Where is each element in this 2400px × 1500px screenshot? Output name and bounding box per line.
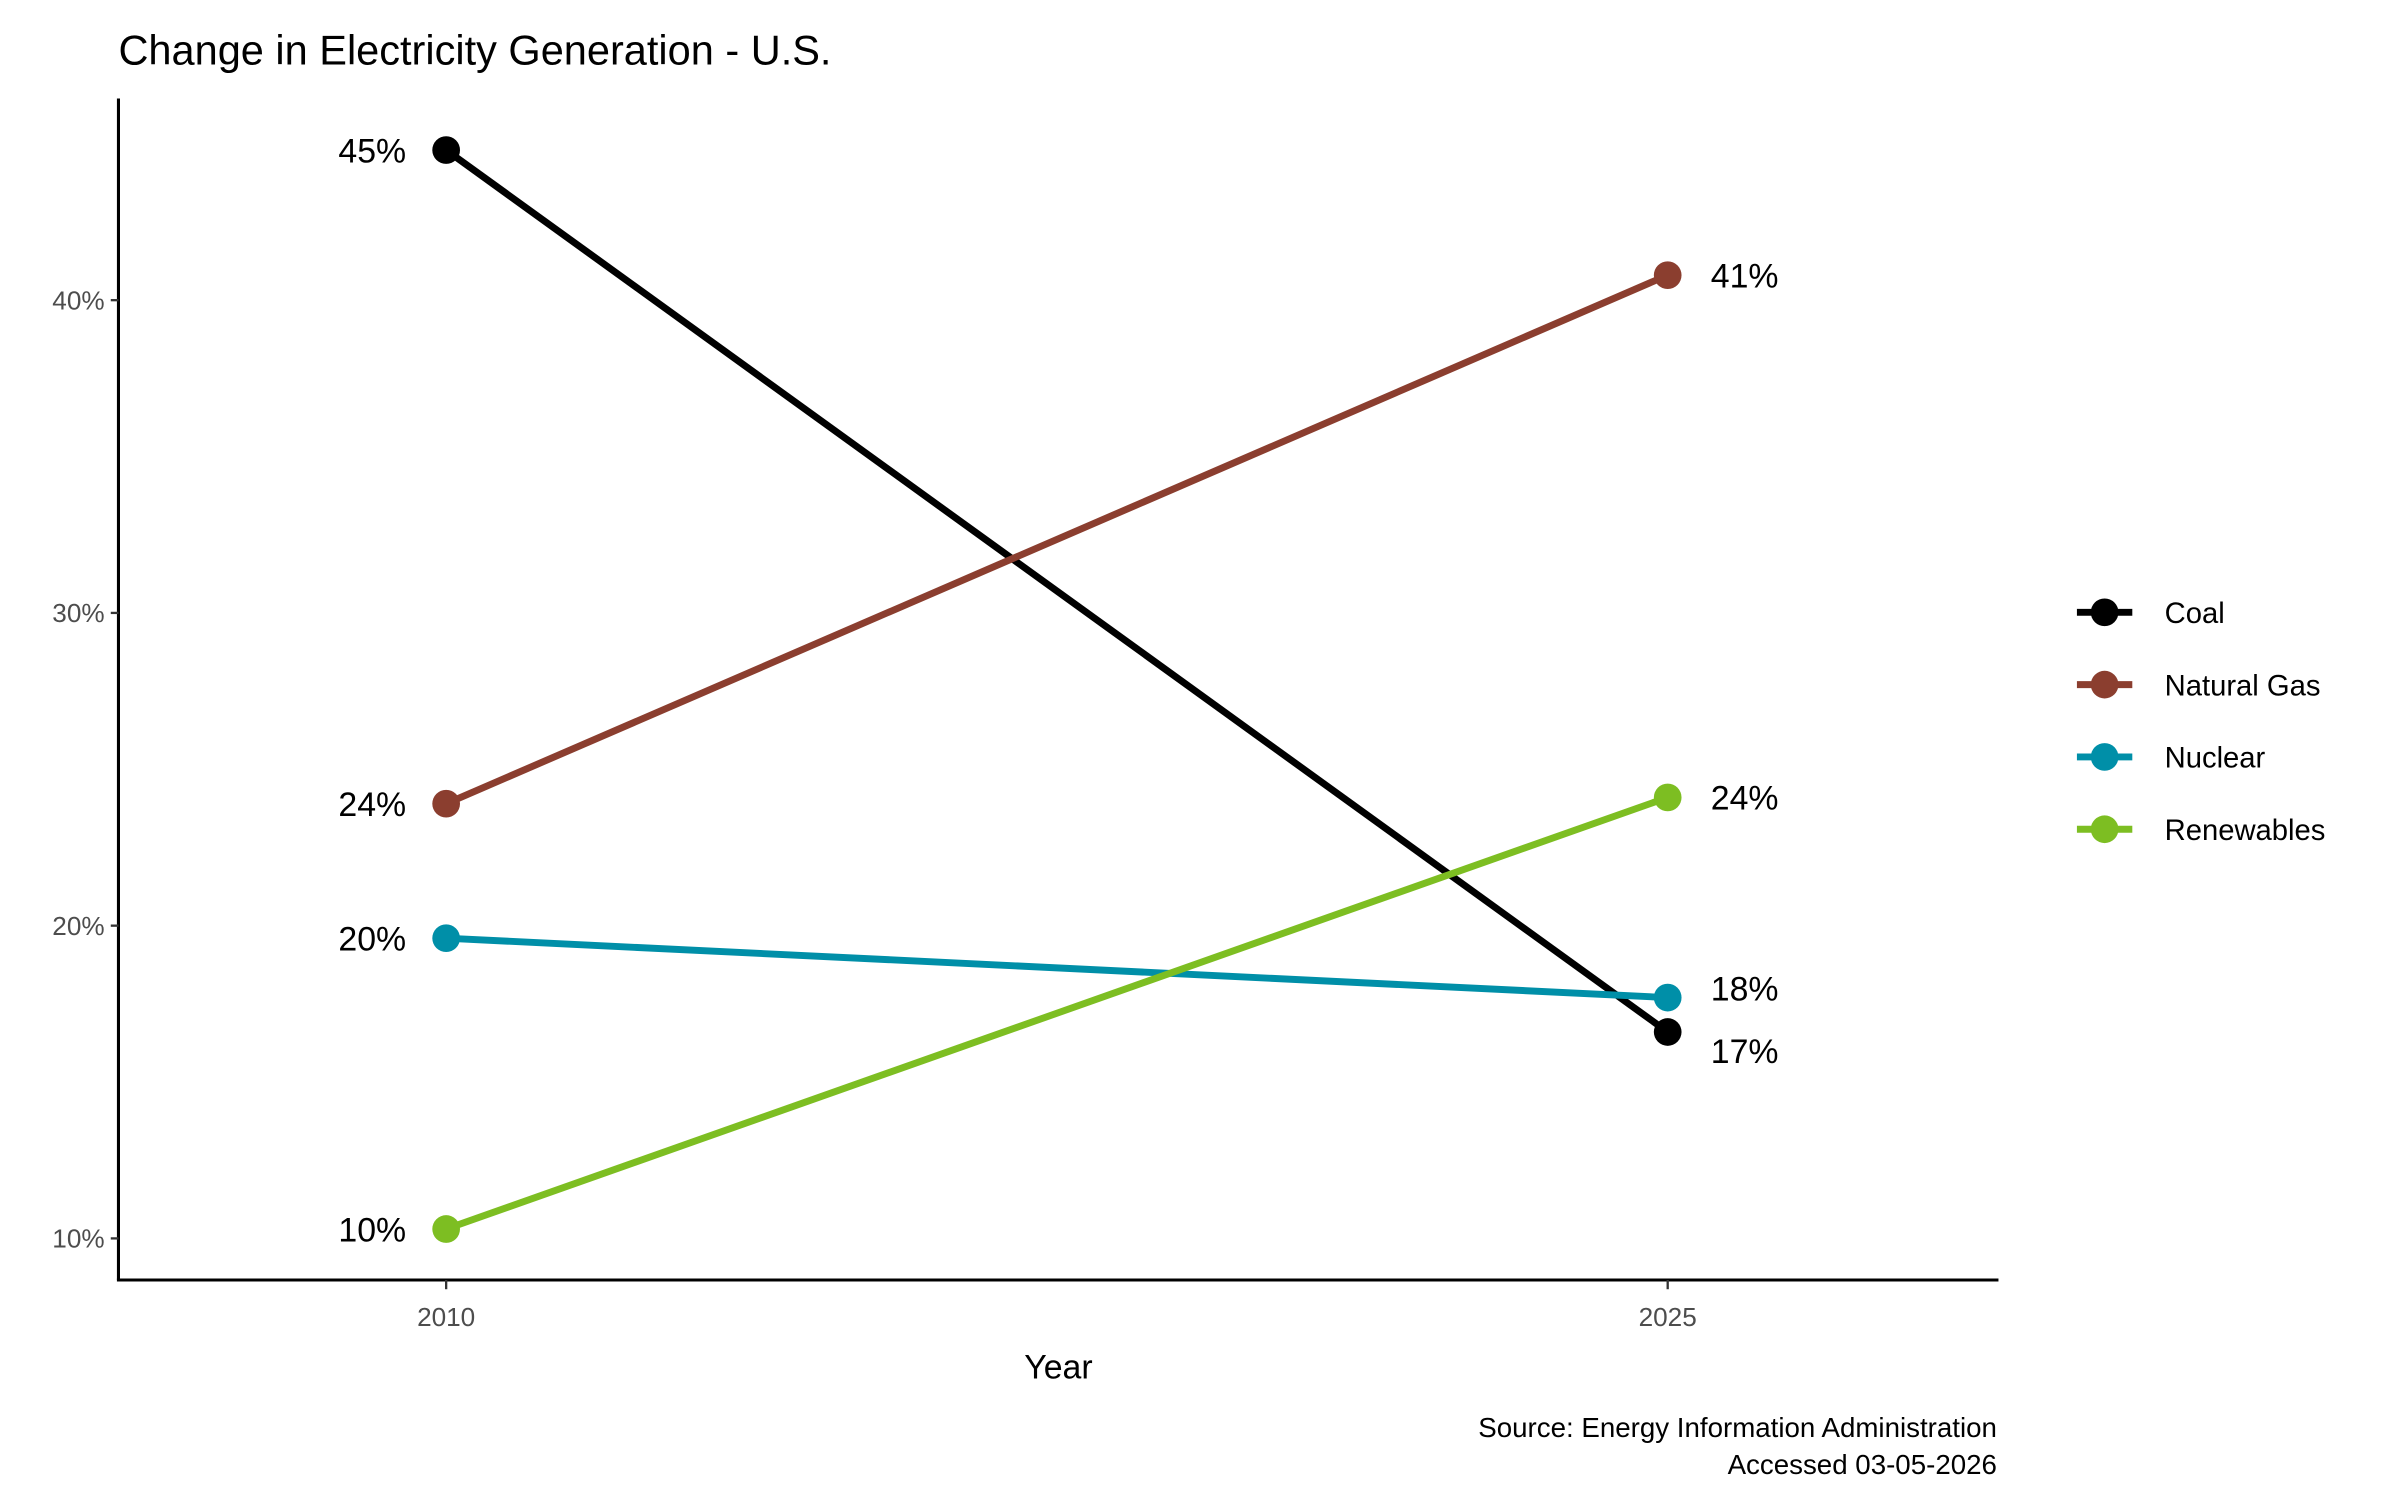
y-tick-label: 20% <box>52 911 104 941</box>
point-natural-gas-2010 <box>432 789 460 818</box>
point-coal-2010 <box>432 136 460 164</box>
y-tick-label: 10% <box>52 1224 104 1254</box>
series-line-natural-gas <box>444 271 1670 807</box>
axes <box>116 98 1999 1282</box>
point-nuclear-2010 <box>432 924 460 953</box>
data-label-nuclear-2010: 20% <box>338 920 406 958</box>
data-label-nuclear-2025: 18% <box>1711 971 1779 1009</box>
data-label-renewables-2010: 10% <box>338 1211 406 1249</box>
legend: Coal Natural Gas Nuclear Renewables <box>2076 598 2326 847</box>
caption-accessed: Accessed 03-05-2026 <box>1728 1449 1997 1480</box>
data-label-natural-gas-2025: 41% <box>1711 257 1779 295</box>
series-line-coal <box>444 147 1670 1035</box>
x-tick-label: 2010 <box>417 1302 475 1332</box>
y-tick-label: 40% <box>52 285 104 315</box>
series-line-nuclear <box>445 934 1668 1002</box>
legend-key-point-renewables <box>2090 815 2119 844</box>
data-label-natural-gas-2010: 24% <box>338 786 406 824</box>
point-coal-2025 <box>1653 1018 1682 1046</box>
data-label-renewables-2025: 24% <box>1711 780 1779 818</box>
chart-title: Change in Electricity Generation - U.S. <box>118 27 831 74</box>
legend-label-nuclear: Nuclear <box>2165 743 2266 775</box>
point-nuclear-2025 <box>1653 983 1682 1012</box>
point-renewables-2010 <box>432 1215 460 1243</box>
legend-label-renewables: Renewables <box>2165 815 2326 847</box>
legend-key-point-natural-gas <box>2090 670 2119 699</box>
point-renewables-2025 <box>1653 783 1682 812</box>
data-label-coal-2010: 45% <box>338 132 406 170</box>
x-tick-label: 2025 <box>1639 1302 1697 1332</box>
legend-label-coal: Coal <box>2165 598 2225 630</box>
series-line-renewables <box>445 794 1669 1233</box>
data-label-coal-2025: 17% <box>1711 1033 1779 1071</box>
legend-label-natural-gas: Natural Gas <box>2165 670 2321 702</box>
legend-key-point-nuclear <box>2090 743 2119 771</box>
x-axis-title: Year <box>1024 1348 1092 1386</box>
y-tick-label: 30% <box>52 598 104 628</box>
point-natural-gas-2025 <box>1653 261 1682 290</box>
legend-key-point-coal <box>2090 598 2119 627</box>
caption-source: Source: Energy Information Administratio… <box>1478 1412 1997 1443</box>
